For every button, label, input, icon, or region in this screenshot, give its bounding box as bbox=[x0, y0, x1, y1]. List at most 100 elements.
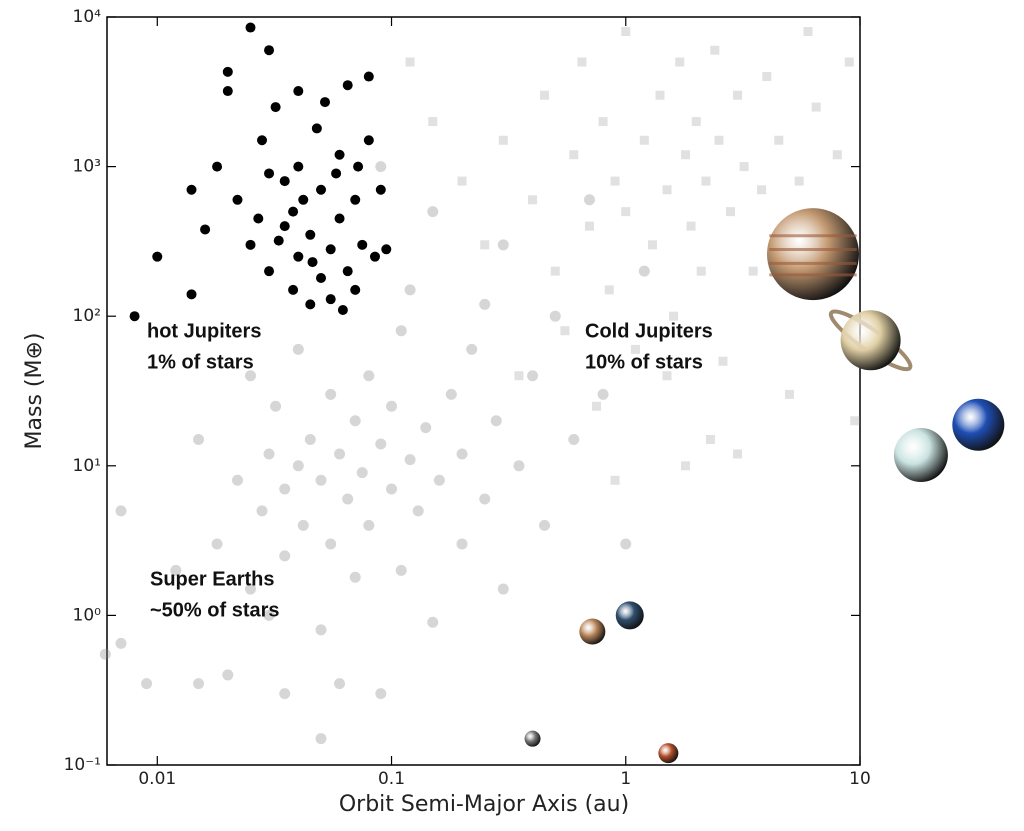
planet bbox=[615, 601, 644, 630]
square-point bbox=[639, 135, 649, 145]
point bbox=[257, 135, 268, 146]
square-point bbox=[662, 371, 672, 381]
square-point bbox=[621, 26, 631, 36]
point bbox=[549, 310, 561, 322]
planet bbox=[658, 743, 679, 764]
point bbox=[307, 257, 318, 268]
annotation: Cold Jupiters bbox=[585, 320, 713, 342]
square-point bbox=[577, 57, 587, 67]
point bbox=[363, 71, 374, 82]
square-point bbox=[498, 135, 508, 145]
point bbox=[270, 102, 281, 113]
point bbox=[292, 343, 304, 355]
point bbox=[263, 448, 275, 460]
point bbox=[349, 415, 361, 427]
x-tick-label: 0.01 bbox=[138, 769, 176, 789]
point bbox=[264, 266, 275, 277]
point bbox=[315, 474, 327, 486]
point bbox=[245, 239, 256, 250]
x-tick-label: 0.1 bbox=[378, 769, 405, 789]
point bbox=[356, 467, 368, 479]
point bbox=[211, 538, 223, 550]
square-point bbox=[681, 461, 691, 471]
point bbox=[412, 505, 424, 517]
square-point bbox=[584, 221, 594, 231]
square-point bbox=[774, 135, 784, 145]
point bbox=[212, 161, 223, 172]
square-point bbox=[762, 72, 772, 82]
square-point bbox=[710, 45, 720, 55]
point bbox=[404, 284, 416, 296]
point bbox=[200, 224, 211, 235]
point bbox=[353, 161, 364, 172]
point bbox=[325, 294, 336, 305]
y-tick-label: 10² bbox=[73, 306, 101, 326]
square-point bbox=[784, 389, 794, 399]
point bbox=[193, 433, 205, 445]
point bbox=[395, 325, 407, 337]
point bbox=[279, 550, 291, 562]
point bbox=[293, 251, 304, 262]
point bbox=[273, 235, 284, 246]
point bbox=[334, 448, 346, 460]
point bbox=[466, 343, 478, 355]
point bbox=[620, 538, 632, 550]
point bbox=[325, 388, 337, 400]
y-tick-label: 10⁰ bbox=[73, 605, 102, 625]
square-point bbox=[560, 326, 570, 336]
square-point bbox=[705, 434, 715, 444]
point bbox=[375, 161, 387, 173]
point bbox=[350, 194, 361, 205]
point bbox=[315, 733, 327, 745]
point bbox=[253, 213, 264, 224]
planet bbox=[893, 428, 948, 483]
point bbox=[375, 688, 387, 700]
point bbox=[222, 66, 233, 77]
square-point bbox=[630, 344, 640, 354]
square-point bbox=[686, 221, 696, 231]
square-point bbox=[811, 102, 821, 112]
point bbox=[363, 135, 374, 146]
point bbox=[244, 583, 256, 595]
point bbox=[456, 448, 468, 460]
point bbox=[395, 564, 407, 576]
point bbox=[270, 400, 282, 412]
point bbox=[386, 483, 398, 495]
point bbox=[279, 221, 290, 232]
annotation: ~50% of stars bbox=[150, 599, 280, 621]
annotation: hot Jupiters bbox=[147, 320, 261, 342]
point bbox=[115, 637, 127, 649]
point bbox=[141, 678, 153, 690]
point bbox=[497, 583, 509, 595]
point bbox=[231, 474, 243, 486]
planet bbox=[952, 398, 1005, 451]
square-point bbox=[669, 311, 679, 321]
square-point bbox=[550, 266, 560, 276]
point bbox=[597, 388, 609, 400]
square-point bbox=[691, 117, 701, 127]
square-point bbox=[844, 57, 854, 67]
point bbox=[193, 678, 205, 690]
square-point bbox=[514, 371, 524, 381]
point bbox=[186, 184, 197, 195]
y-tick-label: 10³ bbox=[73, 157, 101, 177]
point bbox=[342, 493, 354, 505]
square-point bbox=[655, 90, 665, 100]
annotation: Super Earths bbox=[150, 568, 274, 590]
square-point bbox=[540, 90, 550, 100]
annotation: 1% of stars bbox=[147, 351, 254, 373]
point bbox=[568, 433, 580, 445]
square-point bbox=[757, 185, 767, 195]
square-point bbox=[662, 185, 672, 195]
square-point bbox=[569, 150, 579, 160]
point bbox=[316, 273, 327, 284]
point bbox=[342, 266, 353, 277]
planet bbox=[766, 208, 859, 301]
point bbox=[497, 239, 509, 251]
point bbox=[279, 483, 291, 495]
point bbox=[445, 388, 457, 400]
point bbox=[433, 474, 445, 486]
point bbox=[334, 213, 345, 224]
point bbox=[349, 571, 361, 583]
point bbox=[263, 609, 275, 621]
